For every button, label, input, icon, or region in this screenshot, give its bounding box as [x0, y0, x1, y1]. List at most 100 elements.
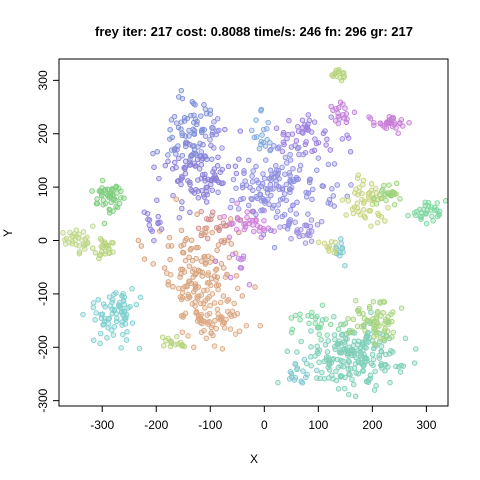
data-point — [344, 132, 350, 138]
data-point — [371, 119, 377, 126]
data-point — [219, 145, 225, 151]
data-point — [215, 154, 221, 160]
data-point — [339, 136, 346, 142]
data-point — [314, 375, 320, 381]
data-point — [242, 224, 249, 230]
data-point — [110, 197, 117, 203]
data-point — [366, 377, 372, 383]
data-point — [90, 223, 96, 229]
data-point — [104, 335, 110, 341]
data-point — [355, 338, 362, 345]
data-point — [220, 293, 227, 299]
data-point — [297, 311, 303, 318]
data-point — [360, 207, 367, 213]
data-point — [129, 320, 136, 326]
data-point — [223, 222, 230, 229]
data-point — [114, 190, 120, 196]
data-point — [340, 358, 346, 364]
data-point — [165, 158, 171, 165]
data-point — [323, 142, 329, 148]
data-point — [309, 196, 315, 203]
data-point — [249, 173, 255, 179]
data-point — [273, 125, 280, 131]
data-point — [294, 349, 300, 355]
data-point — [378, 362, 384, 369]
data-point — [227, 311, 233, 318]
data-point — [318, 218, 325, 225]
data-point — [309, 186, 316, 193]
data-point — [234, 200, 240, 207]
data-point — [223, 316, 229, 323]
data-point — [250, 208, 257, 215]
data-point — [239, 293, 246, 299]
data-point — [254, 195, 261, 202]
data-point — [201, 102, 207, 108]
data-point — [350, 210, 357, 217]
data-point — [198, 149, 205, 155]
data-point — [195, 225, 202, 232]
data-point — [231, 300, 237, 307]
data-point — [382, 191, 388, 198]
data-point — [180, 314, 186, 320]
data-point — [214, 247, 220, 253]
data-point — [111, 324, 118, 330]
data-point — [305, 112, 312, 118]
data-point — [333, 105, 339, 112]
data-point — [320, 130, 327, 137]
data-point — [222, 274, 229, 280]
data-point — [119, 322, 125, 328]
data-point — [378, 348, 385, 355]
data-point — [297, 317, 303, 323]
data-point — [182, 257, 189, 264]
data-point — [99, 244, 106, 251]
data-point — [319, 369, 325, 376]
data-point — [307, 223, 314, 230]
data-point — [300, 232, 306, 239]
data-point — [76, 242, 82, 249]
data-point — [207, 107, 214, 113]
data-point — [182, 170, 189, 177]
data-point — [271, 244, 278, 251]
data-point — [241, 221, 247, 228]
data-point — [342, 262, 348, 269]
data-point — [265, 196, 271, 202]
data-point — [371, 341, 378, 347]
data-point — [308, 217, 315, 223]
data-point — [302, 240, 309, 246]
data-point — [219, 346, 226, 352]
data-point — [295, 176, 301, 183]
points-layer — [60, 67, 449, 400]
data-point — [145, 216, 151, 223]
y-axis: -300 -200 -100 0 100 200 300 — [36, 70, 59, 413]
data-point — [195, 195, 202, 201]
data-point — [282, 171, 288, 177]
data-point — [166, 234, 173, 241]
data-point — [327, 147, 334, 153]
data-point — [339, 197, 346, 203]
data-point — [94, 196, 100, 202]
data-point — [203, 199, 210, 205]
data-point — [362, 215, 368, 221]
data-point — [187, 162, 194, 168]
data-point — [261, 217, 267, 224]
y-tick-label: -100 — [36, 282, 50, 306]
data-point — [308, 228, 315, 235]
data-point — [190, 274, 196, 280]
data-point — [389, 334, 395, 340]
data-point — [319, 302, 326, 308]
data-point — [89, 188, 95, 194]
data-point — [377, 120, 383, 126]
data-point — [181, 118, 188, 124]
data-point — [179, 289, 186, 296]
data-point — [69, 238, 76, 245]
data-point — [384, 328, 391, 334]
data-point — [358, 323, 365, 330]
data-point — [211, 119, 217, 125]
data-point — [123, 337, 130, 343]
data-point — [281, 223, 288, 230]
data-point — [360, 368, 366, 374]
data-point — [195, 177, 201, 183]
data-point — [370, 298, 377, 305]
data-point — [192, 299, 198, 305]
data-point — [398, 305, 405, 311]
